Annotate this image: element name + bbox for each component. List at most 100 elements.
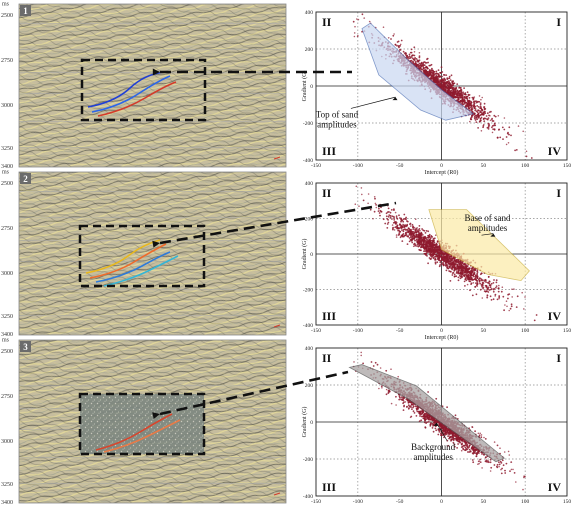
data-point bbox=[480, 284, 483, 286]
data-point bbox=[411, 235, 414, 238]
data-point bbox=[390, 38, 392, 40]
data-point bbox=[483, 108, 486, 111]
data-point bbox=[387, 37, 390, 39]
data-point bbox=[446, 87, 449, 90]
data-point bbox=[468, 100, 471, 103]
data-point bbox=[463, 93, 466, 95]
data-point bbox=[413, 59, 416, 62]
data-point bbox=[459, 437, 462, 440]
data-point bbox=[375, 206, 378, 209]
data-point bbox=[426, 414, 429, 416]
data-point bbox=[401, 240, 404, 243]
data-point bbox=[424, 69, 427, 71]
data-point bbox=[438, 248, 441, 251]
data-point bbox=[380, 385, 383, 388]
data-point bbox=[455, 269, 458, 271]
data-point bbox=[477, 114, 480, 117]
data-point bbox=[387, 207, 390, 210]
highlighted-reflector-3 bbox=[95, 251, 171, 283]
data-point bbox=[517, 125, 520, 127]
data-point bbox=[418, 225, 421, 227]
y-tick-label: -400 bbox=[303, 158, 313, 164]
data-point bbox=[459, 277, 462, 280]
x-tick-label: 0 bbox=[440, 499, 443, 505]
data-point bbox=[423, 229, 426, 232]
data-point bbox=[404, 228, 406, 231]
data-point bbox=[499, 460, 502, 463]
data-point bbox=[450, 74, 453, 77]
data-point bbox=[422, 237, 425, 240]
data-point bbox=[411, 241, 414, 244]
data-point bbox=[413, 236, 416, 239]
quadrant-label: I bbox=[556, 351, 561, 365]
data-point bbox=[425, 252, 428, 255]
data-point bbox=[500, 472, 503, 475]
data-point bbox=[484, 438, 487, 440]
data-point bbox=[483, 290, 486, 292]
data-point bbox=[397, 227, 400, 230]
data-point bbox=[444, 82, 447, 85]
data-point bbox=[425, 230, 428, 232]
data-point bbox=[453, 432, 455, 435]
quadrant-label: III bbox=[322, 309, 336, 323]
data-point bbox=[511, 288, 513, 291]
x-tick-label: -150 bbox=[311, 328, 321, 334]
data-point bbox=[488, 280, 491, 283]
data-point bbox=[487, 122, 490, 125]
data-point bbox=[479, 273, 482, 276]
data-point bbox=[485, 279, 487, 281]
data-point bbox=[395, 404, 397, 406]
data-point bbox=[495, 279, 498, 282]
data-point bbox=[445, 260, 448, 263]
data-point bbox=[374, 197, 376, 200]
data-point bbox=[505, 136, 508, 138]
data-point bbox=[398, 49, 401, 51]
data-point bbox=[489, 295, 492, 298]
data-point bbox=[398, 45, 400, 47]
data-point bbox=[447, 89, 450, 92]
data-point bbox=[362, 199, 365, 202]
data-point bbox=[367, 202, 369, 205]
data-point bbox=[454, 93, 456, 96]
data-point bbox=[467, 93, 470, 96]
data-point bbox=[522, 130, 524, 133]
data-point bbox=[418, 59, 421, 62]
data-point bbox=[477, 432, 480, 435]
data-point bbox=[411, 403, 413, 406]
data-point bbox=[425, 244, 427, 246]
data-point bbox=[427, 61, 429, 64]
data-point bbox=[474, 109, 477, 112]
data-point bbox=[493, 441, 496, 443]
data-point bbox=[427, 416, 430, 419]
data-point bbox=[459, 97, 461, 99]
data-point bbox=[427, 421, 430, 423]
data-point bbox=[476, 451, 479, 454]
data-point bbox=[449, 432, 452, 434]
data-point bbox=[435, 429, 438, 432]
data-point bbox=[395, 236, 398, 238]
data-point bbox=[405, 233, 408, 236]
data-point bbox=[416, 64, 419, 67]
data-point bbox=[409, 416, 412, 419]
quadrant-label: III bbox=[322, 144, 336, 158]
data-point bbox=[465, 279, 468, 282]
data-point bbox=[352, 20, 355, 23]
data-point bbox=[427, 230, 430, 233]
data-point bbox=[486, 288, 489, 291]
data-point bbox=[428, 239, 431, 242]
data-point bbox=[449, 436, 451, 438]
amplitude-polygon bbox=[428, 209, 530, 282]
data-point bbox=[434, 76, 437, 78]
data-point bbox=[472, 282, 475, 284]
highlighted-reflector-2 bbox=[89, 243, 167, 279]
data-point bbox=[462, 447, 464, 450]
x-tick-label: 150 bbox=[563, 328, 572, 334]
data-point bbox=[450, 261, 453, 264]
annotation-line: amplitudes bbox=[413, 452, 453, 462]
data-point bbox=[419, 229, 421, 232]
data-point bbox=[461, 443, 463, 446]
data-point bbox=[418, 52, 421, 54]
data-point bbox=[460, 92, 462, 94]
data-point bbox=[382, 218, 385, 221]
data-point bbox=[402, 233, 405, 235]
